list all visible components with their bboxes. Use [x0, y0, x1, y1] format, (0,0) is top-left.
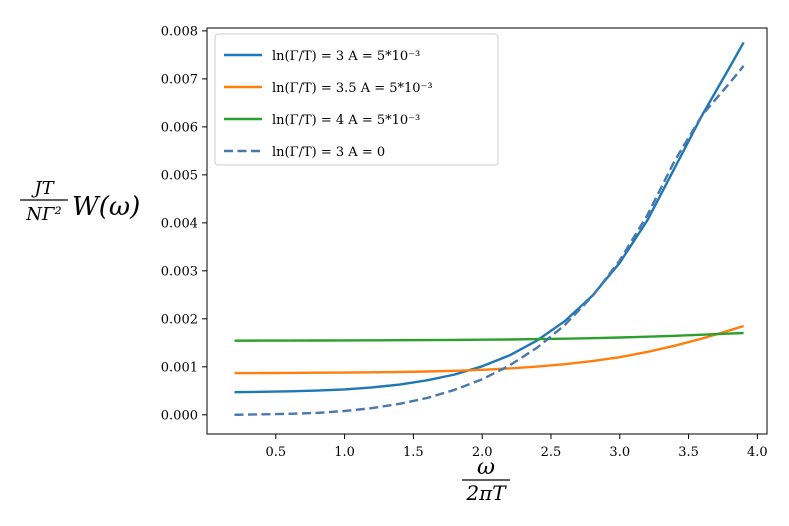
series-line-3	[234, 331, 744, 342]
legend-label-2: ln(Γ/T) = 3.5 A = 5*10⁻³	[272, 81, 433, 96]
legend: ln(Γ/T) = 3 A = 5*10⁻³ ln(Γ/T) = 3.5 A = …	[214, 33, 499, 166]
series-line-1	[234, 41, 745, 394]
legend-label-4: ln(Γ/T) = 3 A = 0	[272, 145, 385, 160]
x-tick-label: 3.0	[609, 445, 630, 460]
x-tick-label: 4.0	[747, 445, 768, 460]
series-line-2	[234, 324, 744, 375]
series-layer	[234, 41, 745, 416]
plot-area	[206, 27, 768, 435]
x-tick-label: 2.5	[541, 445, 562, 460]
y-axis-label-tail: W(ω)	[72, 192, 140, 222]
y-tick-label: 0.002	[161, 312, 198, 327]
y-tick-label: 0.000	[161, 408, 198, 423]
y-tick-label: 0.005	[161, 168, 198, 183]
y-tick-label: 0.006	[161, 120, 198, 135]
y-tick-label: 0.003	[161, 264, 198, 279]
x-tick-label: 2.0	[472, 445, 493, 460]
x-tick-label: 0.5	[265, 445, 286, 460]
legend-box	[214, 33, 499, 166]
y-axis-label: JT NΓ² W(ω)	[20, 178, 140, 225]
x-axis-label-denominator: 2πT	[465, 481, 507, 505]
y-tick-label: 0.007	[161, 72, 198, 87]
plot-frame	[206, 27, 768, 435]
y-tick-label: 0.004	[161, 216, 198, 231]
y-tick-label: 0.008	[161, 24, 198, 39]
y-axis: 0.000 0.001 0.002 0.003 0.004 0.005 0.006 0.007…	[161, 24, 207, 423]
legend-label-1: ln(Γ/T) = 3 A = 5*10⁻³	[272, 49, 420, 64]
x-axis-label: ω 2πT	[462, 455, 510, 505]
series-line-4	[234, 65, 745, 416]
x-axis: 0.5 1.0 1.5 2.0 2.5 3.0 3.5 4.0	[265, 434, 768, 460]
y-axis-label-denominator: NΓ²	[25, 204, 61, 225]
x-axis-label-numerator: ω	[477, 455, 495, 480]
legend-label-3: ln(Γ/T) = 4 A = 5*10⁻³	[272, 113, 420, 128]
y-tick-label: 0.001	[161, 360, 198, 375]
x-tick-label: 1.5	[403, 445, 424, 460]
x-tick-label: 1.0	[334, 445, 355, 460]
y-axis-label-numerator: JT	[30, 178, 55, 199]
x-tick-label: 3.5	[678, 445, 699, 460]
